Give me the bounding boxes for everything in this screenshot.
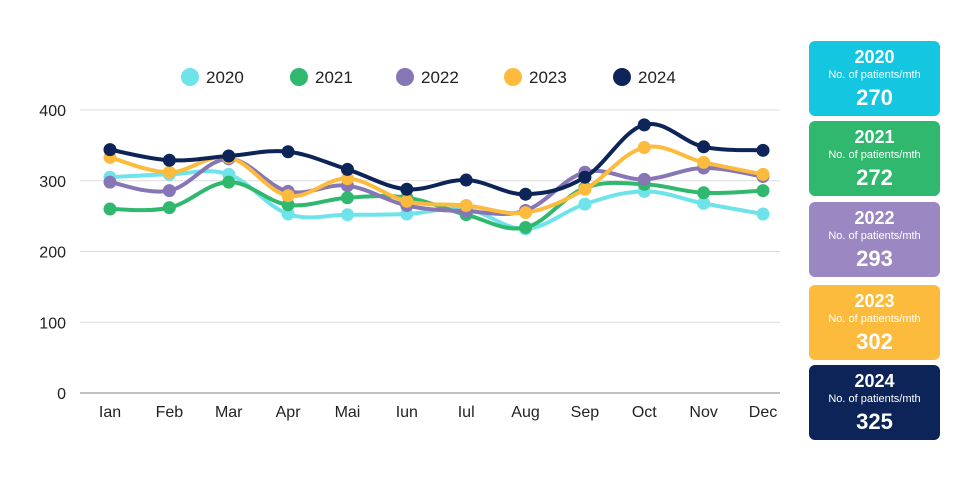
data-point-2023 [637, 140, 651, 154]
legend-marker-2023 [504, 68, 522, 86]
data-point-2021 [697, 186, 711, 200]
data-point-2021 [756, 184, 770, 198]
data-point-2023 [519, 206, 533, 220]
data-point-2022 [103, 175, 117, 189]
legend-marker-2022 [396, 68, 414, 86]
x-tick-label: Mai [335, 404, 361, 421]
legend-label-2020: 2020 [206, 68, 244, 87]
line-chart: 0 100 200 300 400 Ian Feb Mar Apr Mai Iun Iul Aug Se… [39, 68, 780, 421]
data-point-2023 [756, 167, 770, 181]
data-point-2023 [162, 165, 176, 179]
summary-card-2022: 2022 No. of patients/mth 293 [809, 202, 940, 277]
data-point-2021 [519, 220, 533, 234]
series-lines [103, 118, 770, 236]
data-point-2024 [340, 162, 354, 176]
data-point-2020 [340, 208, 354, 222]
data-point-2020 [281, 207, 295, 221]
data-point-2023 [697, 155, 711, 169]
grid-lines [80, 109, 780, 394]
data-point-2021 [340, 191, 354, 205]
data-point-2024 [697, 140, 711, 154]
data-point-2024 [162, 153, 176, 167]
x-tick-label: Iun [396, 404, 418, 421]
data-point-2020 [578, 197, 592, 211]
legend-label-2021: 2021 [315, 68, 353, 87]
summary-card-2021: 2021 No. of patients/mth 272 [809, 121, 940, 196]
summary-card-2024: 2024 No. of patients/mth 325 [809, 365, 940, 440]
data-point-2024 [222, 149, 236, 163]
data-point-2024 [281, 145, 295, 159]
x-tick-label: Aug [511, 404, 539, 421]
x-tick-label: Dec [749, 404, 777, 421]
y-tick-label: 0 [57, 386, 66, 403]
data-point-2020 [697, 196, 711, 210]
series-line-2020 [108, 169, 765, 231]
legend-marker-2021 [290, 68, 308, 86]
card-label: No. of patients/mth [828, 230, 921, 242]
data-point-2024 [103, 143, 117, 157]
card-value: 302 [856, 329, 893, 354]
card-value: 293 [856, 246, 893, 271]
data-point-2024 [459, 173, 473, 187]
legend-label-2023: 2023 [529, 68, 567, 87]
data-point-2021 [162, 201, 176, 215]
series-2020 [103, 167, 770, 236]
data-point-2023 [340, 172, 354, 186]
data-point-2024 [400, 182, 414, 196]
x-tick-label: Sep [571, 404, 600, 421]
card-year: 2023 [854, 291, 895, 311]
card-label: No. of patients/mth [828, 69, 921, 81]
x-tick-label: Iul [458, 404, 475, 421]
data-point-2023 [400, 194, 414, 208]
y-tick-label: 200 [39, 245, 66, 262]
data-point-2023 [281, 189, 295, 203]
data-point-2020 [756, 207, 770, 221]
data-point-2021 [103, 202, 117, 216]
data-point-2023 [578, 182, 592, 196]
x-tick-label: Apr [276, 404, 302, 421]
data-point-2022 [637, 172, 651, 186]
x-axis-ticks: Ian Feb Mar Apr Mai Iun Iul Aug Sep Oct Nov Dec [99, 404, 777, 421]
y-tick-label: 400 [39, 103, 66, 120]
legend-label-2024: 2024 [638, 68, 676, 87]
card-value: 270 [856, 85, 893, 110]
summary-card-2023: 2023 No. of patients/mth 302 [809, 285, 940, 360]
y-axis-ticks: 0 100 200 300 400 [39, 103, 66, 403]
x-tick-label: Mar [215, 404, 243, 421]
data-point-2024 [578, 170, 592, 184]
card-value: 325 [856, 409, 893, 434]
x-tick-label: Nov [689, 404, 717, 421]
legend-marker-2024 [613, 68, 631, 86]
legend: 2020 2021 2022 2023 2024 [181, 68, 676, 87]
data-point-2024 [637, 118, 651, 132]
x-tick-label: Ian [99, 404, 121, 421]
card-year: 2020 [854, 47, 895, 67]
series-line-2024 [108, 122, 765, 197]
card-year: 2024 [854, 371, 895, 391]
card-label: No. of patients/mth [828, 313, 921, 325]
data-point-2021 [222, 175, 236, 189]
card-label: No. of patients/mth [828, 393, 921, 405]
data-point-2024 [519, 187, 533, 201]
x-tick-label: Oct [632, 404, 657, 421]
card-year: 2022 [854, 208, 895, 228]
data-point-2024 [756, 143, 770, 157]
data-point-2021 [281, 198, 295, 212]
y-tick-label: 100 [39, 315, 66, 332]
summary-card-2020: 2020 No. of patients/mth 270 [809, 41, 940, 116]
series-2024 [103, 118, 770, 201]
card-value: 272 [856, 165, 893, 190]
legend-label-2022: 2022 [421, 68, 459, 87]
legend-marker-2020 [181, 68, 199, 86]
card-label: No. of patients/mth [828, 149, 921, 161]
x-tick-label: Feb [156, 404, 184, 421]
y-tick-label: 300 [39, 174, 66, 191]
data-point-2022 [162, 184, 176, 198]
data-point-2023 [459, 199, 473, 213]
card-year: 2021 [854, 127, 895, 147]
